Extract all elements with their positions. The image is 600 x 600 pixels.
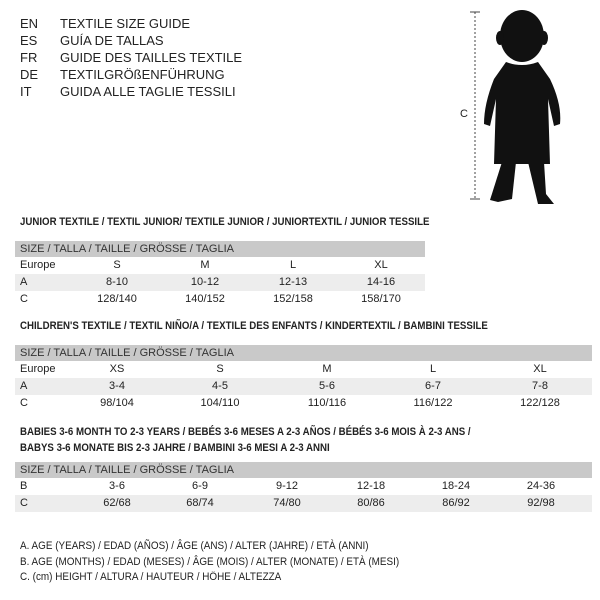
cell: 116/122 xyxy=(413,397,453,409)
row-label: C xyxy=(20,397,28,409)
table-row: A 3-4 4-5 5-6 6-7 7-8 xyxy=(15,378,592,395)
cell: 3-4 xyxy=(109,380,125,392)
table-row: C 98/104 104/110 110/116 116/122 122/128 xyxy=(15,395,592,412)
table-row: Europe XS S M L XL xyxy=(15,361,592,378)
cell: 8-10 xyxy=(105,276,129,288)
cell: 9-12 xyxy=(275,480,299,492)
table-row: C 62/68 68/74 74/80 80/86 86/92 92/98 xyxy=(15,495,592,512)
cell: 5-6 xyxy=(319,380,335,392)
cell: S xyxy=(113,259,121,271)
lang-code: EN xyxy=(20,16,39,31)
table-row: A 8-10 10-12 12-13 14-16 xyxy=(15,274,425,291)
row-label: A xyxy=(20,380,28,392)
cell: 6-9 xyxy=(192,480,208,492)
cell: 110/116 xyxy=(307,397,347,409)
cell: 104/110 xyxy=(200,397,240,409)
title-text: TEXTILGRÖßENFÜHRUNG xyxy=(60,67,225,82)
lang-code: FR xyxy=(20,50,38,65)
size-header: SIZE / TALLA / TAILLE / GRÖSSE / TAGLIA xyxy=(15,462,592,478)
cell: 12-18 xyxy=(356,480,386,492)
title-text: GUIDE DES TAILLES TEXTILE xyxy=(60,50,243,65)
babies-heading-line-2: BABYS 3-6 MONATE BIS 2-3 JAHRE / BAMBINI… xyxy=(20,442,330,454)
cell: 140/152 xyxy=(185,293,225,305)
cell: 158/170 xyxy=(361,293,401,305)
cell: L xyxy=(429,363,437,375)
cell: XL xyxy=(374,259,388,271)
cell: 3-6 xyxy=(109,480,125,492)
cell: 4-5 xyxy=(212,380,228,392)
lang-code: DE xyxy=(20,67,39,82)
table-row: Europe S M L XL xyxy=(15,257,425,274)
cell: 12-13 xyxy=(278,276,308,288)
cell: 14-16 xyxy=(366,276,396,288)
cell: XL xyxy=(533,363,547,375)
children-size-table: SIZE / TALLA / TAILLE / GRÖSSE / TAGLIA … xyxy=(15,345,592,412)
cell: 80/86 xyxy=(357,497,385,509)
size-header: SIZE / TALLA / TAILLE / GRÖSSE / TAGLIA xyxy=(15,241,425,257)
junior-size-table: SIZE / TALLA / TAILLE / GRÖSSE / TAGLIA … xyxy=(15,241,425,308)
row-label: Europe xyxy=(20,259,56,271)
row-label: C xyxy=(20,497,28,509)
cell: 74/80 xyxy=(273,497,301,509)
cell: 68/74 xyxy=(186,497,214,509)
height-label: C xyxy=(460,108,468,120)
legend-a: A. AGE (YEARS) / EDAD (AÑOS) / ÂGE (ANS)… xyxy=(20,540,369,552)
junior-heading: JUNIOR TEXTILE / TEXTIL JUNIOR/ TEXTILE … xyxy=(20,216,430,228)
babies-size-table: SIZE / TALLA / TAILLE / GRÖSSE / TAGLIA … xyxy=(15,462,592,512)
babies-heading-line-1: BABIES 3-6 MONTH TO 2-3 YEARS / BEBÉS 3-… xyxy=(20,426,471,438)
row-label: B xyxy=(20,480,28,492)
cell: 6-7 xyxy=(425,380,441,392)
title-text: GUÍA DE TALLAS xyxy=(60,33,164,48)
cell: 18-24 xyxy=(441,480,471,492)
row-label: Europe xyxy=(20,363,56,375)
cell: 92/98 xyxy=(527,497,555,509)
cell: 98/104 xyxy=(100,397,134,409)
title-text: GUIDA ALLE TAGLIE TESSILI xyxy=(60,84,236,99)
title-text: TEXTILE SIZE GUIDE xyxy=(60,16,191,31)
child-silhouette-icon xyxy=(470,10,561,204)
children-heading: CHILDREN'S TEXTILE / TEXTIL NIÑO/A / TEX… xyxy=(20,320,488,332)
row-label: C xyxy=(20,293,28,305)
legend-b: B. AGE (MONTHS) / EDAD (MESES) / ÂGE (MO… xyxy=(20,556,400,568)
cell: M xyxy=(200,259,210,271)
legend-c: C. (cm) HEIGHT / ALTURA / HAUTEUR / HÖHE… xyxy=(20,571,282,583)
lang-code: IT xyxy=(20,84,32,99)
cell: S xyxy=(216,363,224,375)
row-label: A xyxy=(20,276,28,288)
cell: 122/128 xyxy=(520,397,560,409)
cell: 7-8 xyxy=(532,380,548,392)
cell: 128/140 xyxy=(97,293,137,305)
cell: XS xyxy=(109,363,125,375)
cell: 10-12 xyxy=(190,276,220,288)
cell: M xyxy=(322,363,332,375)
cell: 24-36 xyxy=(526,480,556,492)
size-header: SIZE / TALLA / TAILLE / GRÖSSE / TAGLIA xyxy=(15,345,592,361)
lang-code: ES xyxy=(20,33,38,48)
cell: 62/68 xyxy=(103,497,131,509)
cell: L xyxy=(289,259,297,271)
table-row: B 3-6 6-9 9-12 12-18 18-24 24-36 xyxy=(15,478,592,495)
table-row: C 128/140 140/152 152/158 158/170 xyxy=(15,291,425,308)
cell: 152/158 xyxy=(273,293,313,305)
cell: 86/92 xyxy=(442,497,470,509)
